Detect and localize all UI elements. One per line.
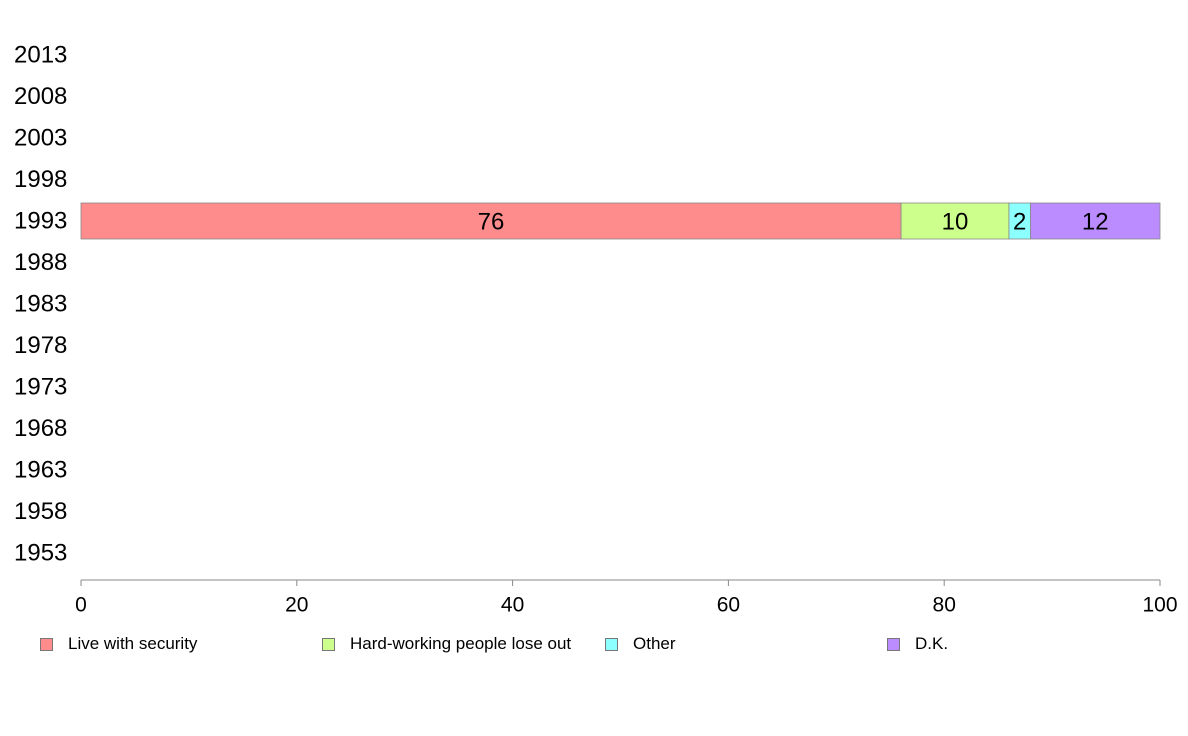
x-tick-label: 40 — [501, 594, 524, 617]
category-label: 1973 — [14, 374, 67, 401]
legend-label: D.K. — [915, 634, 949, 653]
legend-item: Hard-working people lose out — [322, 634, 571, 654]
legend-swatch — [322, 637, 335, 651]
legend-swatch — [40, 637, 53, 651]
category-label: 2003 — [14, 125, 67, 152]
category-label: 1983 — [14, 291, 67, 318]
legend: Live with security Hard-working people lo… — [0, 634, 1188, 654]
category-label: 2013 — [14, 42, 67, 69]
chart: 2013 2008 2003 1998 1993 1988 1983 1978 1973 1968… — [14, 42, 1178, 617]
bar-segment — [900, 202, 1010, 240]
legend-swatch — [605, 637, 618, 651]
legend-swatch — [887, 637, 900, 651]
legend-item: Other — [605, 634, 676, 654]
x-tick-label: 20 — [285, 594, 308, 617]
x-tick-label: 60 — [717, 594, 740, 617]
category-label: 1998 — [14, 166, 67, 193]
category-label: 2008 — [14, 83, 67, 110]
data-label: 12 — [1082, 209, 1109, 236]
x-tick-label: 0 — [75, 594, 87, 617]
category-label: 1993 — [14, 208, 67, 235]
legend-label: Other — [633, 634, 676, 653]
x-tick-label: 100 — [1142, 594, 1177, 617]
category-label: 1958 — [14, 498, 67, 525]
x-tick-label: 80 — [933, 594, 956, 617]
data-label: 10 — [942, 209, 969, 236]
category-label: 1988 — [14, 249, 67, 276]
data-label: 2 — [1013, 209, 1026, 236]
legend-label: Live with security — [68, 634, 198, 653]
bar-segment — [80, 202, 902, 240]
category-label: 1968 — [14, 415, 67, 442]
legend-item: Live with security — [40, 634, 197, 654]
data-label: 76 — [478, 209, 505, 236]
legend-label: Hard-working people lose out — [350, 634, 572, 653]
bar-segment — [1030, 202, 1161, 240]
category-label: 1963 — [14, 457, 67, 484]
category-label: 1953 — [14, 540, 67, 567]
legend-item: D.K. — [887, 634, 948, 654]
category-label: 1978 — [14, 332, 67, 359]
